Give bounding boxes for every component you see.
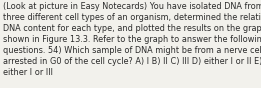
Text: (Look at picture in Easy Notecards) You have isolated DNA from
three different c: (Look at picture in Easy Notecards) You …: [3, 2, 261, 77]
